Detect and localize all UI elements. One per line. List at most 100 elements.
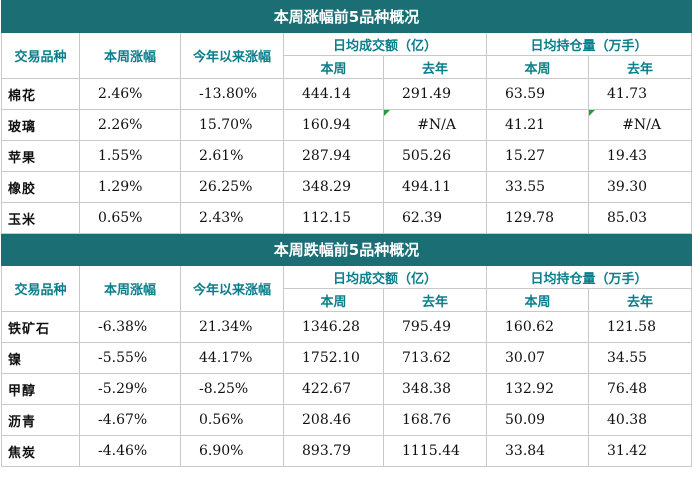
variety-name: 沥青 <box>1 404 80 436</box>
turnover-last-cell: #N/A <box>383 109 487 141</box>
turnover-week-cell: 422.67 <box>283 373 384 405</box>
subheader-turnover-last-year: 去年 <box>383 288 487 312</box>
ytd-change-cell: -13.80% <box>180 78 284 110</box>
turnover-week-cell: 112.15 <box>283 202 384 234</box>
oi-week-cell: 15.27 <box>486 140 589 172</box>
up-section-title: 本周涨幅前5品种概况 <box>1 0 692 33</box>
oi-last-cell: 121.58 <box>588 311 692 343</box>
down-section-title: 本周跌幅前5品种概况 <box>1 233 692 266</box>
table-row: 焦炭 -4.46% 6.90% 893.79 1115.44 33.84 31.… <box>1 435 692 467</box>
header-ytd-change: 今年以来涨幅 <box>180 265 284 312</box>
ytd-change-cell: 2.43% <box>180 202 284 234</box>
oi-week-cell: 63.59 <box>486 78 589 110</box>
week-change-cell: 1.55% <box>79 140 181 172</box>
ytd-change-cell: 2.61% <box>180 140 284 172</box>
week-change-cell: 2.26% <box>79 109 181 141</box>
week-change-cell: 2.46% <box>79 78 181 110</box>
table-row: 橡胶 1.29% 26.25% 348.29 494.11 33.55 39.3… <box>1 171 692 203</box>
oi-week-cell: 132.92 <box>486 373 589 405</box>
turnover-last-cell: 348.38 <box>383 373 487 405</box>
week-change-cell: 1.29% <box>79 171 181 203</box>
week-change-cell: -5.55% <box>79 342 181 374</box>
turnover-week-cell: 444.14 <box>283 78 384 110</box>
variety-name: 玻璃 <box>1 109 80 141</box>
subheader-oi-this-week: 本周 <box>486 288 589 312</box>
oi-last-cell: 31.42 <box>588 435 692 467</box>
header-turnover: 日均成交额（亿） <box>283 32 487 56</box>
turnover-last-cell: 795.49 <box>383 311 487 343</box>
week-change-cell: -5.29% <box>79 373 181 405</box>
oi-last-cell: 85.03 <box>588 202 692 234</box>
subheader-oi-last-year: 去年 <box>588 55 692 79</box>
turnover-last-cell: 713.62 <box>383 342 487 374</box>
oi-week-cell: 129.78 <box>486 202 589 234</box>
turnover-last-cell: 1115.44 <box>383 435 487 467</box>
table-row: 玉米 0.65% 2.43% 112.15 62.39 129.78 85.03 <box>1 202 692 234</box>
ytd-change-cell: 44.17% <box>180 342 284 374</box>
variety-name: 焦炭 <box>1 435 80 467</box>
turnover-week-cell: 160.94 <box>283 109 384 141</box>
variety-name: 玉米 <box>1 202 80 234</box>
oi-last-cell: #N/A <box>588 109 692 141</box>
week-change-cell: -4.67% <box>79 404 181 436</box>
variety-name: 苹果 <box>1 140 80 172</box>
oi-last-cell: 34.55 <box>588 342 692 374</box>
header-variety: 交易品种 <box>1 265 80 312</box>
turnover-last-cell: 505.26 <box>383 140 487 172</box>
turnover-last-cell: 168.76 <box>383 404 487 436</box>
oi-last-cell: 41.73 <box>588 78 692 110</box>
turnover-week-cell: 348.29 <box>283 171 384 203</box>
turnover-week-cell: 1346.28 <box>283 311 384 343</box>
table-row: 甲醇 -5.29% -8.25% 422.67 348.38 132.92 76… <box>1 373 692 405</box>
variety-name: 镍 <box>1 342 80 374</box>
up-subheader-row: 本周 去年 本周 去年 <box>2 55 692 79</box>
ytd-change-cell: 26.25% <box>180 171 284 203</box>
turnover-last-cell: 62.39 <box>383 202 487 234</box>
subheader-oi-last-year: 去年 <box>588 288 692 312</box>
turnover-week-cell: 893.79 <box>283 435 384 467</box>
variety-name: 铁矿石 <box>1 311 80 343</box>
week-change-cell: -6.38% <box>79 311 181 343</box>
header-week-change: 本周涨幅 <box>79 265 181 312</box>
turnover-last-cell: 291.49 <box>383 78 487 110</box>
ytd-change-cell: -8.25% <box>180 373 284 405</box>
oi-week-cell: 41.21 <box>486 109 589 141</box>
variety-name: 棉花 <box>1 78 80 110</box>
ytd-change-cell: 6.90% <box>180 435 284 467</box>
oi-last-cell: 39.30 <box>588 171 692 203</box>
header-week-change: 本周涨幅 <box>79 32 181 79</box>
table-row: 玻璃 2.26% 15.70% 160.94 #N/A 41.21 #N/A <box>1 109 692 141</box>
turnover-week-cell: 1752.10 <box>283 342 384 374</box>
table-row: 棉花 2.46% -13.80% 444.14 291.49 63.59 41.… <box>1 78 692 110</box>
futures-summary-table: 本周涨幅前5品种概况 交易品种 本周涨幅 今年以来涨幅 日均成交额（亿） 日均持… <box>1 0 692 467</box>
oi-week-cell: 160.62 <box>486 311 589 343</box>
table-row: 铁矿石 -6.38% 21.34% 1346.28 795.49 160.62 … <box>1 311 692 343</box>
up-header-row: 交易品种 本周涨幅 今年以来涨幅 日均成交额（亿） 日均持仓量（万手） <box>1 32 692 79</box>
oi-last-cell: 19.43 <box>588 140 692 172</box>
header-open-interest: 日均持仓量（万手） <box>486 265 692 289</box>
down-header-row: 交易品种 本周涨幅 今年以来涨幅 日均成交额（亿） 日均持仓量（万手） <box>1 265 692 312</box>
ytd-change-cell: 0.56% <box>180 404 284 436</box>
variety-name: 橡胶 <box>1 171 80 203</box>
subheader-oi-this-week: 本周 <box>486 55 589 79</box>
variety-name: 甲醇 <box>1 373 80 405</box>
oi-week-cell: 30.07 <box>486 342 589 374</box>
header-open-interest: 日均持仓量（万手） <box>486 32 692 56</box>
ytd-change-cell: 15.70% <box>180 109 284 141</box>
subheader-turnover-this-week: 本周 <box>283 55 384 79</box>
week-change-cell: -4.46% <box>79 435 181 467</box>
oi-last-cell: 76.48 <box>588 373 692 405</box>
oi-week-cell: 33.55 <box>486 171 589 203</box>
turnover-week-cell: 287.94 <box>283 140 384 172</box>
down-section-title-row: 本周跌幅前5品种概况 <box>1 233 692 266</box>
table-row: 苹果 1.55% 2.61% 287.94 505.26 15.27 19.43 <box>1 140 692 172</box>
table-row: 沥青 -4.67% 0.56% 208.46 168.76 50.09 40.3… <box>1 404 692 436</box>
subheader-turnover-this-week: 本周 <box>283 288 384 312</box>
turnover-last-cell: 494.11 <box>383 171 487 203</box>
subheader-turnover-last-year: 去年 <box>383 55 487 79</box>
turnover-week-cell: 208.46 <box>283 404 384 436</box>
oi-week-cell: 50.09 <box>486 404 589 436</box>
oi-last-cell: 40.38 <box>588 404 692 436</box>
ytd-change-cell: 21.34% <box>180 311 284 343</box>
up-section-title-row: 本周涨幅前5品种概况 <box>1 0 692 33</box>
